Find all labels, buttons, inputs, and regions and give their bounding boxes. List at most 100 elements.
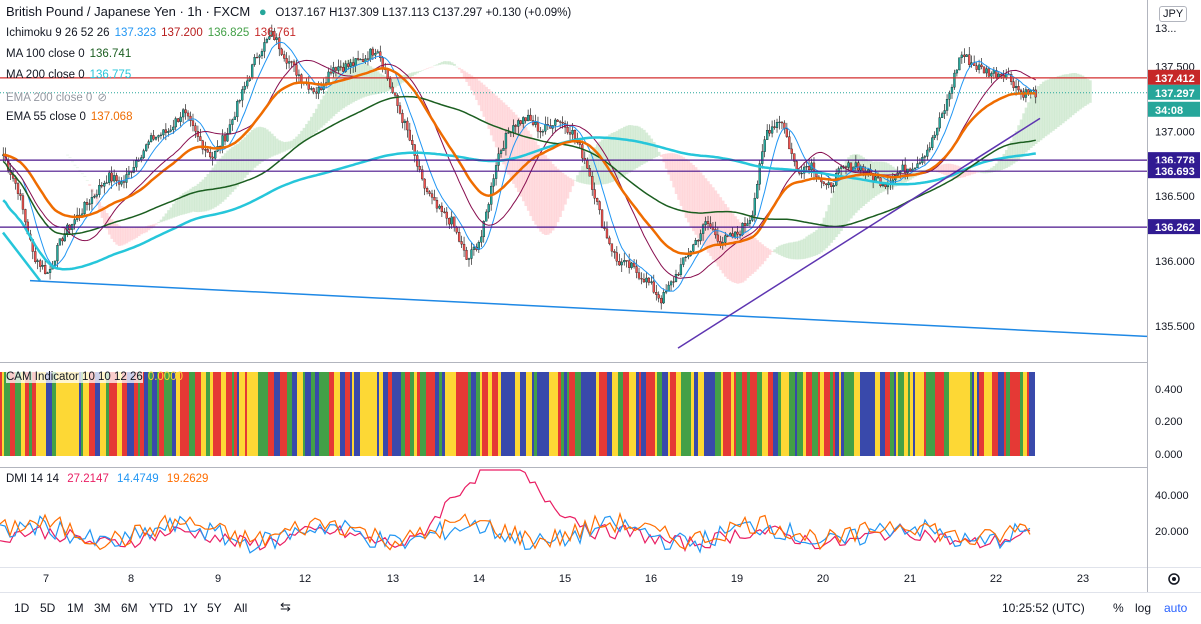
range-button-1d[interactable]: 1D bbox=[14, 601, 30, 615]
candle-body bbox=[568, 132, 572, 135]
candle-body bbox=[462, 243, 466, 251]
calendar-range-icon[interactable]: ⇆ bbox=[280, 599, 291, 614]
candle-body bbox=[310, 88, 313, 90]
cloud-segment bbox=[502, 102, 506, 165]
cam-bar bbox=[662, 372, 668, 456]
candle-body bbox=[416, 155, 419, 167]
cam-bar bbox=[460, 372, 462, 456]
cam-bar bbox=[1029, 372, 1035, 456]
cam-bar bbox=[949, 372, 955, 456]
cam-bar bbox=[789, 372, 795, 456]
time-tick-label: 13 bbox=[387, 573, 399, 585]
currency-badge[interactable]: JPY bbox=[1159, 6, 1188, 22]
percent-toggle[interactable]: % bbox=[1113, 601, 1124, 615]
range-button-6m[interactable]: 6M bbox=[121, 601, 138, 615]
candle-body bbox=[482, 221, 485, 238]
indicator-row[interactable]: MA 200 close 0 136.775 bbox=[6, 69, 136, 81]
candle-body bbox=[677, 274, 680, 276]
cam-bar bbox=[989, 372, 992, 456]
candle-body bbox=[904, 164, 907, 173]
cam-bar bbox=[824, 372, 826, 456]
cam-bar bbox=[710, 372, 715, 456]
cloud-segment bbox=[1078, 74, 1082, 110]
candle-body bbox=[125, 174, 128, 183]
settings-gear-icon[interactable] bbox=[1168, 573, 1180, 585]
candle-body bbox=[743, 223, 747, 226]
cam-bar bbox=[515, 372, 520, 456]
cam-bar bbox=[124, 372, 127, 456]
cam-bar bbox=[283, 372, 287, 456]
range-button-5y[interactable]: 5Y bbox=[207, 601, 222, 615]
cloud-segment bbox=[546, 158, 550, 235]
cam-bar bbox=[56, 372, 61, 456]
candle-body bbox=[768, 130, 771, 134]
cloud-segment bbox=[623, 126, 626, 176]
cloud-segment bbox=[970, 170, 974, 175]
cam-bar bbox=[972, 372, 974, 456]
candle-body bbox=[830, 182, 833, 187]
cloud-segment bbox=[571, 179, 575, 187]
auto-toggle[interactable]: auto bbox=[1164, 601, 1188, 615]
candle-body bbox=[152, 135, 155, 140]
candle-body bbox=[667, 284, 670, 292]
log-toggle[interactable]: log bbox=[1135, 601, 1152, 615]
cam-bar bbox=[350, 372, 352, 456]
cam-bar bbox=[757, 372, 762, 456]
cam-bar bbox=[46, 372, 52, 456]
cloud-segment bbox=[785, 243, 789, 259]
cloud-segment bbox=[371, 67, 375, 95]
cam-bar bbox=[646, 372, 651, 456]
range-button-1m[interactable]: 1M bbox=[67, 601, 84, 615]
range-button-1y[interactable]: 1Y bbox=[183, 601, 198, 615]
cam-bar bbox=[445, 372, 450, 456]
candle-body bbox=[775, 122, 779, 128]
cam-bar bbox=[898, 372, 904, 456]
cloud-segment bbox=[196, 183, 200, 213]
candle-body bbox=[433, 197, 436, 201]
cloud-segment bbox=[189, 188, 193, 213]
candle-body bbox=[650, 281, 653, 283]
cam-bar bbox=[835, 372, 839, 456]
cloud-segment bbox=[162, 216, 166, 222]
cloud-segment bbox=[433, 65, 437, 66]
cam-bar bbox=[150, 372, 152, 456]
cloud-segment bbox=[524, 127, 528, 207]
cloud-segment bbox=[408, 73, 412, 78]
range-button-ytd[interactable]: YTD bbox=[149, 601, 173, 615]
market-status-dot: ● bbox=[258, 4, 267, 19]
price-tick-label: 135.500 bbox=[1155, 321, 1195, 333]
range-button-all[interactable]: All bbox=[234, 601, 248, 615]
indicator-row[interactable]: EMA 200 close 0 ⊘ bbox=[6, 90, 112, 104]
dmi-plus: 27.2147 bbox=[67, 473, 109, 485]
indicator-row[interactable]: MA 100 close 0 136.741 bbox=[6, 48, 136, 60]
cloud-segment bbox=[943, 163, 947, 175]
candle-body bbox=[290, 61, 293, 63]
cam-bar bbox=[36, 372, 39, 456]
cloud-segment bbox=[356, 59, 360, 100]
clock-readout[interactable]: 10:25:52 (UTC) bbox=[1002, 601, 1085, 615]
cam-bar bbox=[636, 372, 639, 456]
cam-bar bbox=[253, 372, 258, 456]
indicator-row[interactable]: EMA 55 close 0 137.068 bbox=[6, 111, 137, 123]
dmi-scale-label: 40.000 bbox=[1155, 490, 1189, 502]
cloud-segment bbox=[142, 226, 146, 234]
cam-bar bbox=[826, 372, 830, 456]
candle-body bbox=[295, 64, 298, 76]
cloud-segment bbox=[1061, 74, 1065, 124]
cam-bar bbox=[904, 372, 908, 456]
hidden-eye-icon[interactable]: ⊘ bbox=[97, 92, 107, 104]
candle-body bbox=[34, 251, 37, 262]
candle-body bbox=[159, 134, 163, 136]
candle-body bbox=[223, 135, 227, 142]
candle-body bbox=[63, 233, 66, 242]
cam-bar bbox=[324, 372, 329, 456]
indicator-row[interactable]: Ichimoku 9 26 52 26 137.323 137.200 136.825… bbox=[6, 27, 301, 39]
range-button-3m[interactable]: 3M bbox=[94, 601, 111, 615]
cam-bar bbox=[352, 372, 354, 456]
candle-body bbox=[369, 48, 372, 60]
range-button-5d[interactable]: 5D bbox=[40, 601, 56, 615]
cloud-segment bbox=[728, 210, 732, 281]
candle-body bbox=[189, 115, 192, 121]
candle-body bbox=[697, 240, 700, 242]
